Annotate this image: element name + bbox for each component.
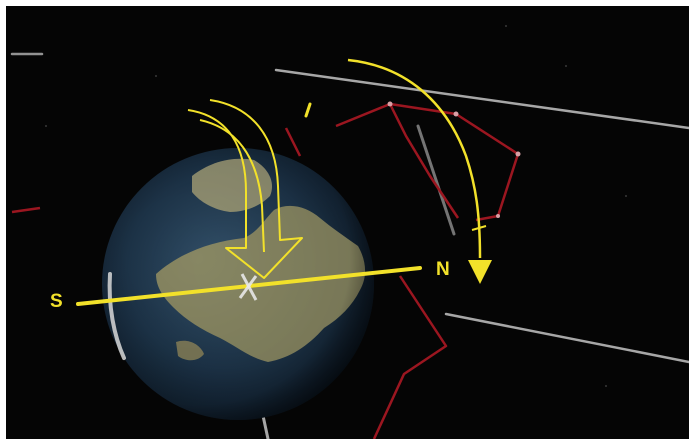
constellation-stars xyxy=(387,101,521,218)
constellation-inner xyxy=(388,103,460,219)
orbit-tracks xyxy=(10,52,689,439)
star-field xyxy=(45,25,627,387)
south-pole-label: S xyxy=(50,291,63,312)
constellation-lines xyxy=(11,102,520,439)
earth-rim-highlight xyxy=(107,272,126,360)
constellation-upper xyxy=(335,102,520,222)
marker-tick xyxy=(304,102,312,118)
space-scene-viewport[interactable]: S N xyxy=(6,6,689,439)
orbit-track-vertical xyxy=(416,124,456,236)
orbit-track-lower xyxy=(444,312,689,364)
orbit-track-upper xyxy=(274,68,689,130)
constellation-lower xyxy=(372,275,448,439)
space-scene xyxy=(10,25,689,439)
rotation-axis xyxy=(76,266,422,306)
orbit-direction-arrow xyxy=(347,58,492,284)
constellation-edge xyxy=(11,206,41,214)
constellation-left-stub xyxy=(284,127,302,157)
north-pole-label: N xyxy=(436,259,450,280)
curved-arrow-down-icon xyxy=(187,99,303,279)
arrowhead-down-icon xyxy=(468,260,492,284)
